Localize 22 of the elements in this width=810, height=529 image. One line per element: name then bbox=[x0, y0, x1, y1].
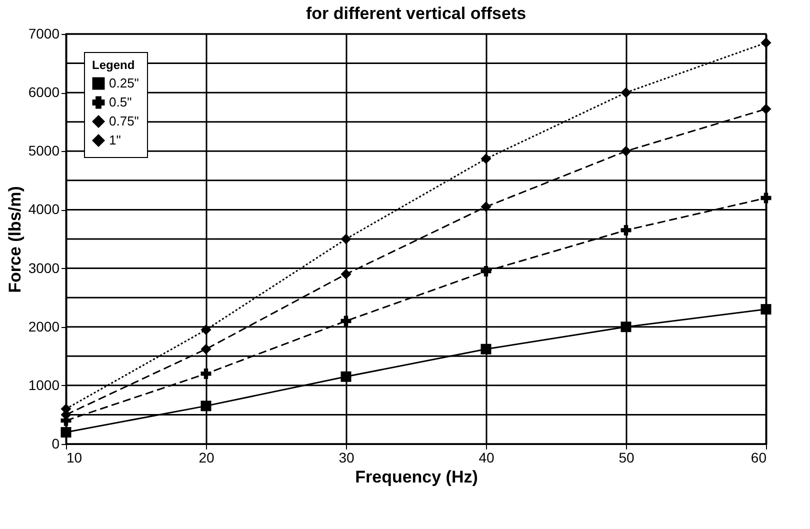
y-tick-label: 7000 bbox=[28, 26, 60, 42]
y-tick-label: 2000 bbox=[28, 318, 60, 334]
x-tick-label: 10 bbox=[66, 450, 82, 466]
y-tick-label: 4000 bbox=[28, 201, 60, 218]
chart-title: for different vertical offsets bbox=[306, 4, 526, 23]
y-tick-label: 6000 bbox=[28, 84, 60, 100]
y-tick-label: 5000 bbox=[28, 142, 60, 159]
legend-label: 0.5" bbox=[109, 94, 132, 110]
legend-label: 0.75" bbox=[109, 114, 140, 128]
legend-label: 1" bbox=[109, 132, 122, 148]
x-tick-label: 50 bbox=[618, 450, 634, 466]
x-axis-title: Frequency (Hz) bbox=[355, 468, 478, 486]
x-tick-label: 20 bbox=[198, 450, 214, 466]
legend-title: Legend bbox=[92, 58, 135, 72]
y-tick-label: 3000 bbox=[28, 260, 60, 276]
y-axis-title: Force (lbs/m) bbox=[5, 186, 24, 293]
x-tick-label: 60 bbox=[750, 450, 767, 466]
y-tick-label: 1000 bbox=[28, 376, 60, 393]
y-tick-label: 0 bbox=[52, 436, 60, 452]
x-tick-label: 40 bbox=[478, 450, 494, 466]
legend-label: 0.25" bbox=[109, 76, 140, 90]
x-tick-label: 30 bbox=[338, 450, 354, 466]
